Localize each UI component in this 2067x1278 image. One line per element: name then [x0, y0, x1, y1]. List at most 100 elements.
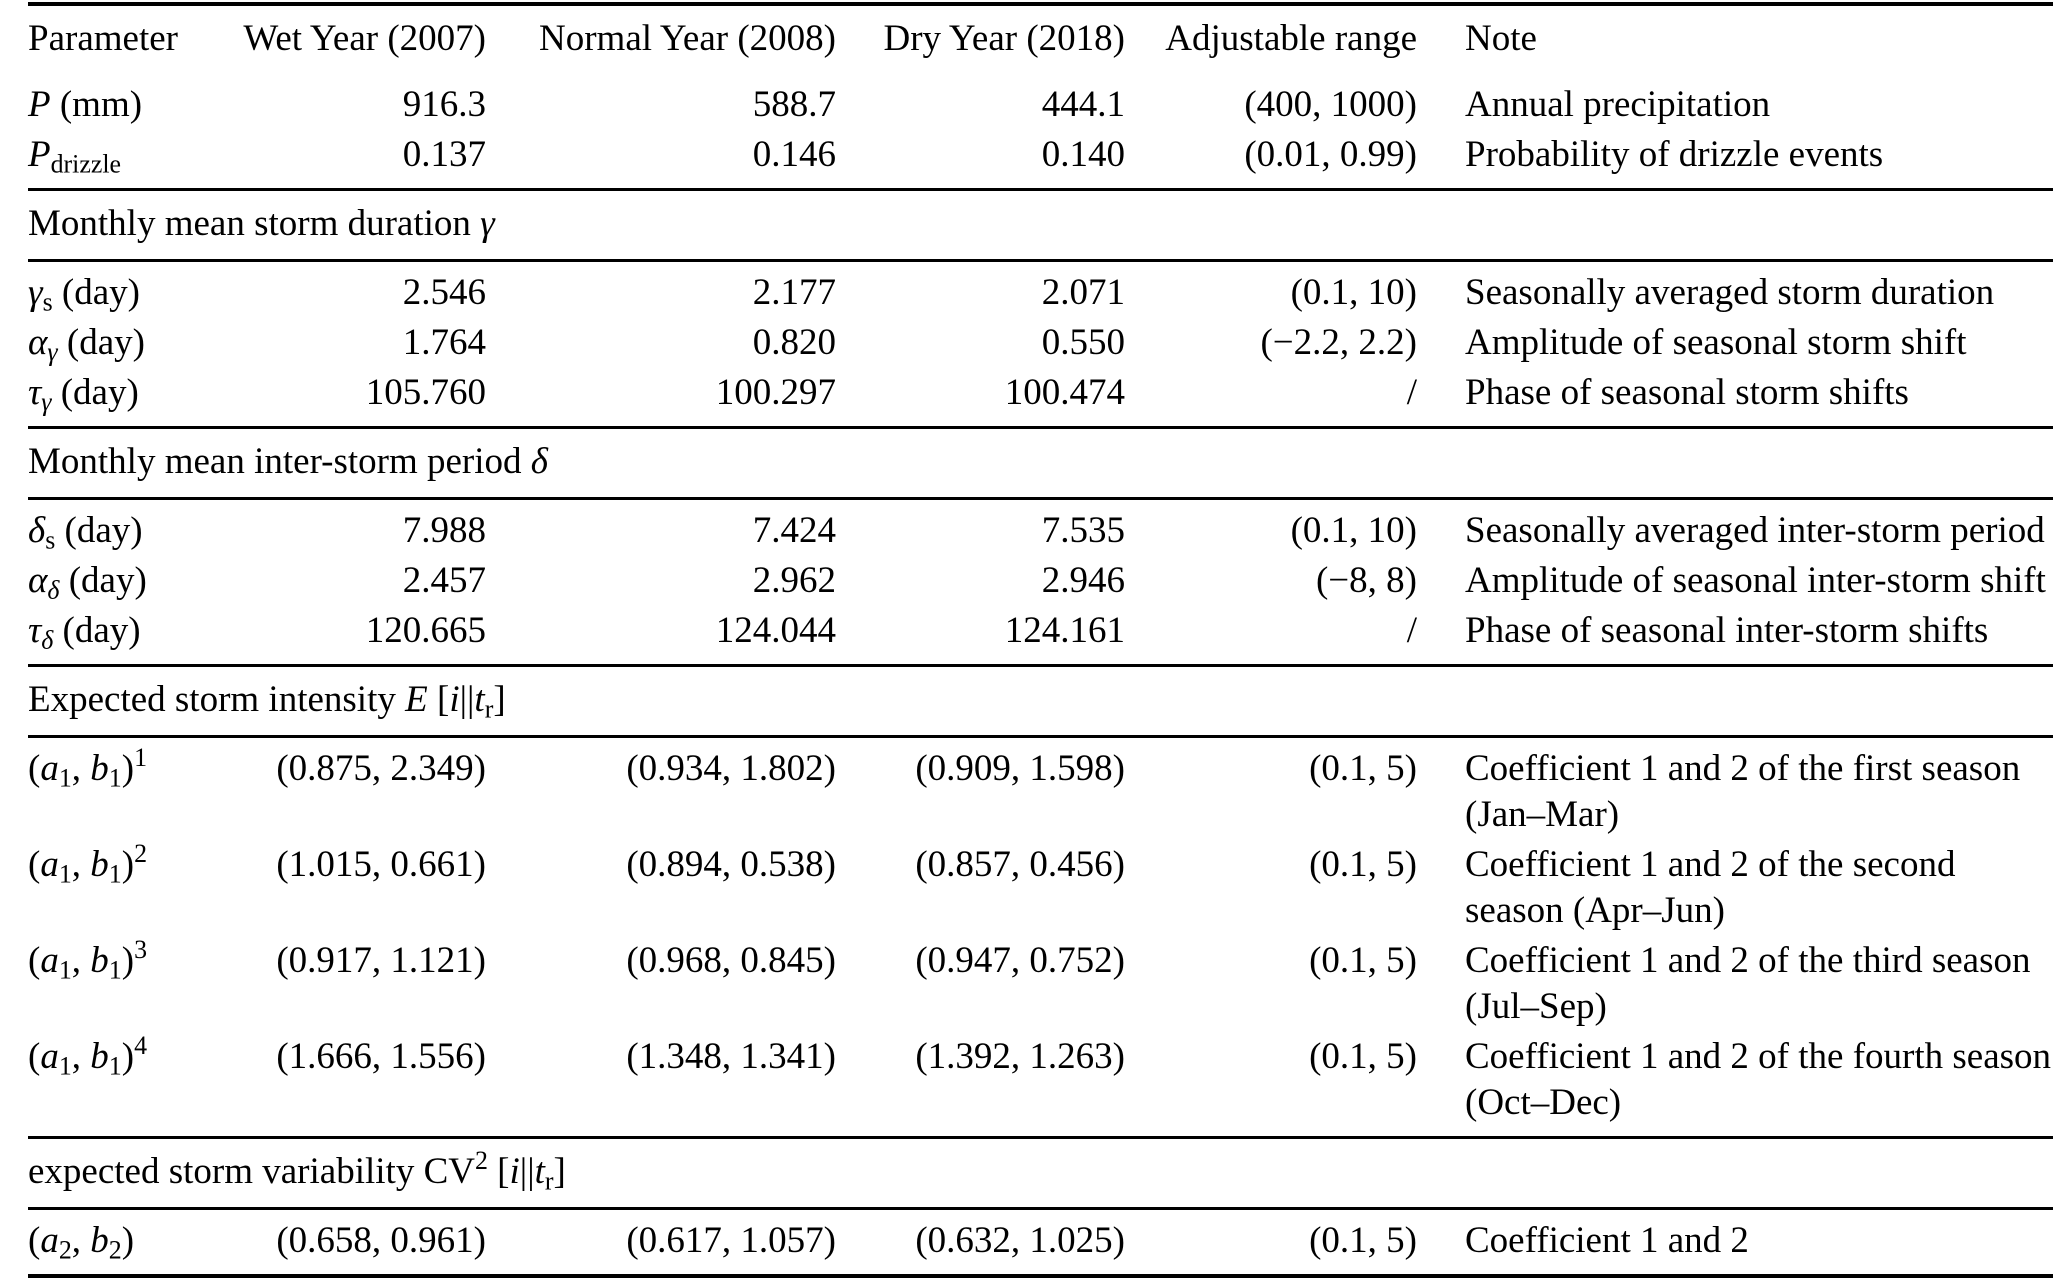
wet-year-value: 120.665 [365, 610, 486, 651]
wet-year-value: 916.3 [402, 84, 486, 125]
note-cell: Coefficient 1 and 2 of the first season … [1465, 748, 2021, 835]
note-cell: Probability of drizzle events [1465, 134, 1884, 175]
normal-year-value: 588.7 [752, 84, 836, 125]
dry-year-value: (0.632, 1.025) [915, 1220, 1125, 1261]
normal-year-value: 2.177 [752, 272, 836, 313]
dry-year-value: 124.161 [1004, 610, 1125, 651]
param-cell: τδ (day) [28, 610, 141, 655]
param-cell: γs (day) [28, 272, 140, 317]
section-header-label: Monthly mean storm duration γ [28, 188, 2053, 262]
note-cell: Amplitude of seasonal inter-storm shift [1465, 560, 2046, 601]
param-cell: P (mm) [28, 84, 143, 125]
table-row: (a1, b1)4 (1.666, 1.556) (1.348, 1.341) (1.… [28, 1032, 2053, 1138]
param-cell: (a1, b1)3 [28, 934, 148, 985]
normal-year-value: (1.348, 1.341) [626, 1036, 836, 1077]
dry-year-value: (0.947, 0.752) [915, 940, 1125, 981]
section-header-row: expected storm variability CV2 [i||tr] [28, 1136, 2053, 1210]
column-header-parameter: Parameter [28, 18, 178, 59]
adjustable-range-value: (0.01, 0.99) [1244, 134, 1417, 175]
table-row: γs (day) 2.546 2.177 2.071 (0.1, 10) Seasonal… [28, 261, 2053, 319]
dry-year-value: 2.946 [1041, 560, 1125, 601]
adjustable-range-value: (0.1, 5) [1309, 1036, 1417, 1077]
section-header-row: Monthly mean inter-storm period δ [28, 426, 2053, 500]
adjustable-range-value: (0.1, 5) [1309, 940, 1417, 981]
table-row: αδ (day) 2.457 2.962 2.946 (−8, 8) Amplitude … [28, 556, 2053, 606]
table-section-3: Expected storm intensity E [i||tr] (a1, b… [28, 664, 2053, 1138]
adjustable-range-value: (−8, 8) [1315, 560, 1417, 601]
table-row: τδ (day) 120.665 124.044 124.161 / Phase of s… [28, 606, 2053, 666]
param-cell: Pdrizzle [28, 134, 122, 179]
adjustable-range-value: (0.1, 5) [1309, 844, 1417, 885]
table-section-1: Monthly mean storm duration γ γs (day) 2.5… [28, 188, 2053, 428]
param-cell: (a1, b1)2 [28, 838, 148, 889]
note-cell: Coefficient 1 and 2 of the fourth season… [1465, 1036, 2052, 1123]
normal-year-value: 124.044 [715, 610, 836, 651]
normal-year-value: 7.424 [752, 510, 836, 551]
column-header-dry-year-2018: Dry Year (2018) [883, 18, 1126, 59]
table-section-4: expected storm variability CV2 [i||tr] (a… [28, 1136, 2053, 1277]
note-cell: Phase of seasonal storm shifts [1465, 372, 1909, 413]
normal-year-value: 0.146 [752, 134, 836, 175]
table-row: δs (day) 7.988 7.424 7.535 (0.1, 10) Seasonal… [28, 499, 2053, 557]
wet-year-value: (0.917, 1.121) [276, 940, 486, 981]
table-row: (a2, b2) (0.658, 0.961) (0.617, 1.057) (0.6… [28, 1209, 2053, 1277]
adjustable-range-value: (400, 1000) [1244, 84, 1417, 125]
wet-year-value: (0.875, 2.349) [276, 748, 486, 789]
table-section-2: Monthly mean inter-storm period δ δs (day… [28, 426, 2053, 666]
wet-year-value: 0.137 [402, 134, 486, 175]
adjustable-range-value: (0.1, 10) [1290, 510, 1417, 551]
wet-year-value: (0.658, 0.961) [276, 1220, 486, 1261]
note-cell: Amplitude of seasonal storm shift [1465, 322, 1967, 363]
section-header-row: Monthly mean storm duration γ [28, 188, 2053, 262]
adjustable-range-value: (0.1, 10) [1290, 272, 1417, 313]
column-header-wet-year-2007: Wet Year (2007) [243, 18, 486, 59]
table-row: (a1, b1)1 (0.875, 2.349) (0.934, 1.802) (0.… [28, 737, 2053, 841]
dry-year-value: 100.474 [1004, 372, 1125, 413]
wet-year-value: (1.666, 1.556) [276, 1036, 486, 1077]
dry-year-value: (0.909, 1.598) [915, 748, 1125, 789]
table-row: P (mm) 916.3 588.7 444.1 (400, 1000) Annual p… [28, 74, 2053, 130]
normal-year-value: 100.297 [715, 372, 836, 413]
wet-year-value: 1.764 [402, 322, 486, 363]
table-section-0: P (mm) 916.3 588.7 444.1 (400, 1000) Annual p… [28, 74, 2053, 190]
param-cell: δs (day) [28, 510, 143, 555]
adjustable-range-value: / [1406, 372, 1417, 413]
note-cell: Coefficient 1 and 2 of the third season … [1465, 940, 2031, 1027]
param-cell: αδ (day) [28, 560, 147, 605]
note-cell: Annual precipitation [1465, 84, 1771, 125]
param-cell: αγ (day) [28, 322, 145, 367]
parameters-table: Parameter Wet Year (2007) Normal Year (200… [28, 2, 2053, 1278]
normal-year-value: 2.962 [752, 560, 836, 601]
wet-year-value: (1.015, 0.661) [276, 844, 486, 885]
param-cell: (a2, b2) [28, 1220, 135, 1265]
dry-year-value: 0.550 [1041, 322, 1125, 363]
table-row: (a1, b1)3 (0.917, 1.121) (0.968, 0.845) (0.… [28, 936, 2053, 1032]
column-header-adjustable-range: Adjustable range [1165, 18, 1417, 59]
adjustable-range-value: (0.1, 5) [1309, 748, 1417, 789]
table-header-row: Parameter Wet Year (2007) Normal Year (200… [28, 4, 2053, 74]
table-row: τγ (day) 105.760 100.297 100.474 / Phase of s… [28, 368, 2053, 428]
section-header-row: Expected storm intensity E [i||tr] [28, 664, 2053, 738]
note-cell: Seasonally averaged storm duration [1465, 272, 1995, 313]
normal-year-value: (0.894, 0.538) [626, 844, 836, 885]
wet-year-value: 105.760 [365, 372, 486, 413]
table-row: (a1, b1)2 (1.015, 0.661) (0.894, 0.538) (0.… [28, 840, 2053, 936]
table-header: Parameter Wet Year (2007) Normal Year (200… [28, 4, 2053, 74]
dry-year-value: 444.1 [1041, 84, 1125, 125]
normal-year-value: (0.968, 0.845) [626, 940, 836, 981]
note-cell: Coefficient 1 and 2 [1465, 1220, 1749, 1261]
param-cell: τγ (day) [28, 372, 139, 417]
dry-year-value: 0.140 [1041, 134, 1125, 175]
normal-year-value: (0.934, 1.802) [626, 748, 836, 789]
note-cell: Seasonally averaged inter-storm period [1465, 510, 2045, 551]
table-row: αγ (day) 1.764 0.820 0.550 (−2.2, 2.2) Amplit… [28, 318, 2053, 368]
dry-year-value: 7.535 [1041, 510, 1125, 551]
dry-year-value: (0.857, 0.456) [915, 844, 1125, 885]
wet-year-value: 2.546 [402, 272, 486, 313]
normal-year-value: (0.617, 1.057) [626, 1220, 836, 1261]
column-header-normal-year-2008: Normal Year (2008) [539, 18, 836, 59]
table-row: Pdrizzle 0.137 0.146 0.140 (0.01, 0.99) Proba… [28, 130, 2053, 190]
note-cell: Phase of seasonal inter-storm shifts [1465, 610, 1989, 651]
note-cell: Coefficient 1 and 2 of the second season… [1465, 844, 1956, 931]
section-header-label: expected storm variability CV2 [i||tr] [28, 1136, 2053, 1210]
